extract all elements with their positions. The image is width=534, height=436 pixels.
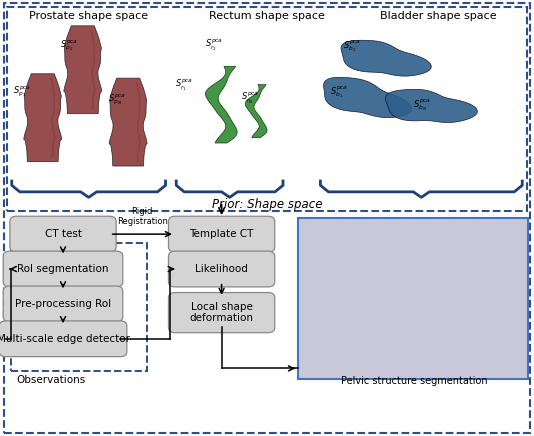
Text: Pre-processing RoI: Pre-processing RoI: [15, 299, 111, 309]
Polygon shape: [245, 85, 267, 138]
Polygon shape: [206, 66, 237, 143]
Polygon shape: [64, 26, 102, 114]
FancyBboxPatch shape: [10, 216, 116, 252]
Text: Rectum shape space: Rectum shape space: [209, 11, 325, 21]
FancyBboxPatch shape: [7, 7, 527, 211]
Text: RoI segmentation: RoI segmentation: [17, 264, 109, 274]
FancyBboxPatch shape: [169, 251, 274, 287]
FancyBboxPatch shape: [298, 218, 528, 379]
Polygon shape: [109, 78, 147, 166]
Text: $S^{pca}_{r_N}$: $S^{pca}_{r_N}$: [241, 91, 259, 106]
FancyBboxPatch shape: [4, 3, 530, 433]
Text: Rigid
Registration: Rigid Registration: [117, 207, 168, 226]
FancyBboxPatch shape: [0, 321, 127, 357]
Text: Observations: Observations: [16, 375, 85, 385]
FancyBboxPatch shape: [3, 251, 123, 287]
FancyBboxPatch shape: [169, 293, 274, 333]
Polygon shape: [23, 74, 62, 162]
Text: $S^{pca}_{p_2}$: $S^{pca}_{p_2}$: [60, 39, 78, 53]
Text: Template CT: Template CT: [190, 229, 254, 239]
Text: Bladder shape space: Bladder shape space: [380, 11, 496, 21]
Text: $S^{pca}_{r_2}$: $S^{pca}_{r_2}$: [205, 38, 223, 53]
Polygon shape: [324, 77, 412, 118]
FancyBboxPatch shape: [3, 286, 123, 322]
Text: Pelvic structure segmentation: Pelvic structure segmentation: [341, 376, 487, 386]
Text: Likelihood: Likelihood: [195, 264, 248, 274]
Text: Multi-scale edge detector: Multi-scale edge detector: [0, 334, 130, 344]
Text: $S^{pca}_{b_1}$: $S^{pca}_{b_1}$: [330, 84, 348, 99]
Text: $S^{pca}_{b_N}$: $S^{pca}_{b_N}$: [413, 97, 431, 112]
Text: $S^{pca}_{r_1}$: $S^{pca}_{r_1}$: [175, 78, 193, 92]
Polygon shape: [386, 89, 477, 123]
Text: $S^{pca}_{p_N}$: $S^{pca}_{p_N}$: [108, 93, 127, 107]
Text: CT test: CT test: [44, 229, 82, 239]
Text: Local shape
deformation: Local shape deformation: [190, 302, 254, 324]
Text: $S^{pca}_{p_1}$: $S^{pca}_{p_1}$: [13, 85, 32, 99]
Text: Prostate shape space: Prostate shape space: [28, 11, 148, 21]
Text: Prior: Shape space: Prior: Shape space: [212, 198, 322, 211]
Polygon shape: [341, 40, 431, 76]
FancyBboxPatch shape: [169, 216, 274, 252]
Text: $S^{pca}_{b_2}$: $S^{pca}_{b_2}$: [343, 38, 362, 54]
